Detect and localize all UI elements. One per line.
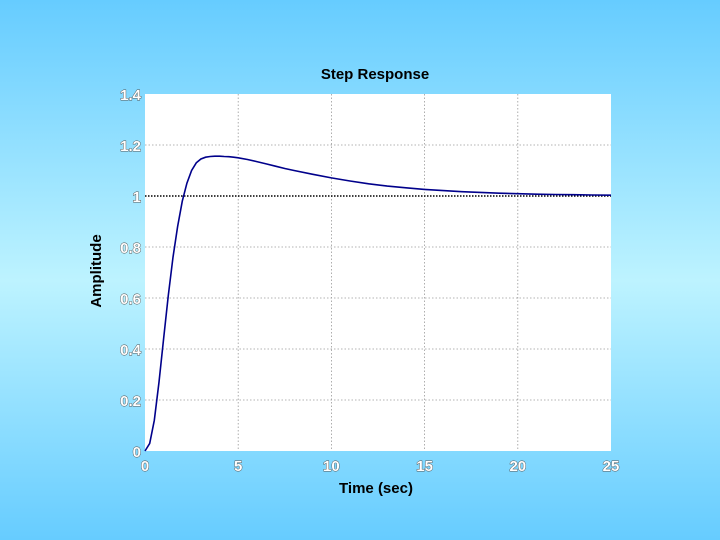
y-tick-labels: 0 0.2 0.4 0.6 0.8 1 1.2 1.4 xyxy=(120,87,142,462)
x-tick-label: 0 xyxy=(141,458,149,475)
y-tick-label: 1.4 xyxy=(120,87,142,104)
x-tick-label: 15 xyxy=(416,458,433,475)
series-line xyxy=(144,155,612,452)
y-tick-label: 1 xyxy=(133,189,141,206)
x-tick-labels: 0 5 10 15 20 25 xyxy=(140,458,620,476)
y-tick-label: 1.2 xyxy=(120,138,141,155)
y-tick-label: 0.4 xyxy=(120,342,142,359)
x-tick-label: 5 xyxy=(234,458,242,475)
x-axis-label: Time (sec) xyxy=(339,480,413,497)
y-tick-label: 0.6 xyxy=(120,291,141,308)
y-axis-label: Amplitude xyxy=(88,234,105,307)
grid-lines xyxy=(145,94,611,451)
y-tick-label: 0.2 xyxy=(120,393,141,410)
chart-title: Step Response xyxy=(321,66,429,83)
x-tick-label: 25 xyxy=(603,458,620,475)
y-tick-label: 0 xyxy=(133,444,141,461)
x-tick-label: 10 xyxy=(323,458,340,475)
y-tick-label: 0.8 xyxy=(120,240,141,257)
x-tick-label: 20 xyxy=(509,458,526,475)
plot-area xyxy=(145,94,611,451)
